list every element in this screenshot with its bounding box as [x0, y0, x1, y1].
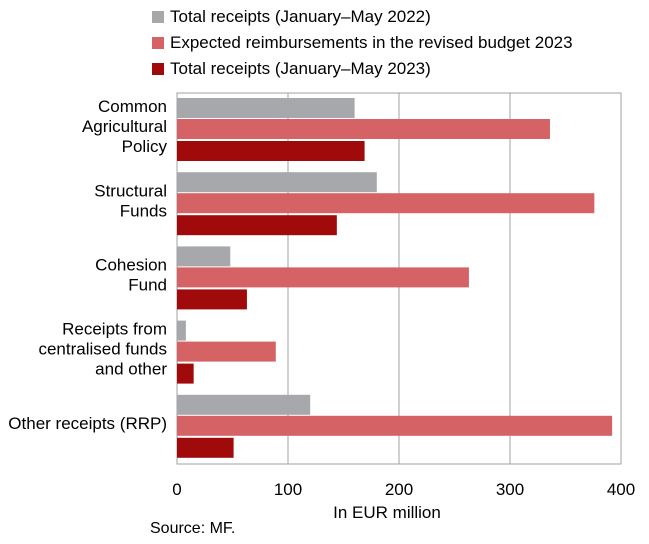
legend-item-2023: Total receipts (January–May 2023) — [152, 56, 573, 82]
bar-s0-c3 — [177, 320, 186, 341]
category-label-1-1: Funds — [120, 201, 167, 220]
bar-s2-c2 — [177, 289, 247, 310]
bar-s2-c1 — [177, 215, 337, 236]
bar-s1-c1 — [177, 193, 595, 214]
legend-item-2022: Total receipts (January–May 2022) — [152, 4, 573, 30]
bar-s0-c1 — [177, 172, 377, 193]
legend-label-expected: Expected reimbursements in the revised b… — [170, 33, 573, 52]
bar-s0-c2 — [177, 246, 231, 267]
bar-s0-c0 — [177, 98, 355, 118]
category-label-3-1: centralised funds — [38, 340, 167, 359]
bar-s0-c4 — [177, 394, 311, 415]
x-tick-label-300: 300 — [496, 480, 524, 499]
legend-swatch-2023 — [152, 63, 164, 75]
x-axis-label: In EUR million — [333, 503, 441, 522]
source-note: Source: MF. — [150, 520, 236, 537]
category-label-1-0: Structural — [94, 181, 167, 200]
legend-swatch-expected — [152, 37, 164, 49]
legend-label-2023: Total receipts (January–May 2023) — [170, 59, 431, 78]
category-label-0-0: Common — [98, 97, 167, 116]
x-tick-label-0: 0 — [172, 480, 181, 499]
bar-s1-c4 — [177, 415, 613, 436]
x-tick-label-400: 400 — [607, 480, 635, 499]
legend: Total receipts (January–May 2022) Expect… — [152, 4, 573, 82]
bar-s1-c2 — [177, 267, 469, 288]
legend-item-expected: Expected reimbursements in the revised b… — [152, 30, 573, 56]
category-label-2-1: Fund — [128, 276, 167, 295]
bar-s2-c3 — [177, 363, 194, 384]
bar-s1-c3 — [177, 341, 276, 362]
category-label-0-2: Policy — [122, 137, 168, 156]
x-tick-label-200: 200 — [385, 480, 413, 499]
category-label-4-0: Other receipts (RRP) — [8, 414, 167, 433]
bar-s1-c0 — [177, 119, 550, 139]
x-tick-label-100: 100 — [274, 480, 302, 499]
legend-swatch-2022 — [152, 11, 164, 23]
bar-s2-c0 — [177, 141, 365, 161]
category-label-0-1: Agricultural — [82, 117, 167, 136]
legend-label-2022: Total receipts (January–May 2022) — [170, 7, 431, 26]
category-label-2-0: Cohesion — [95, 256, 167, 275]
bar-s2-c4 — [177, 437, 234, 458]
category-label-3-2: and other — [95, 360, 167, 379]
category-label-3-0: Receipts from — [62, 320, 167, 339]
